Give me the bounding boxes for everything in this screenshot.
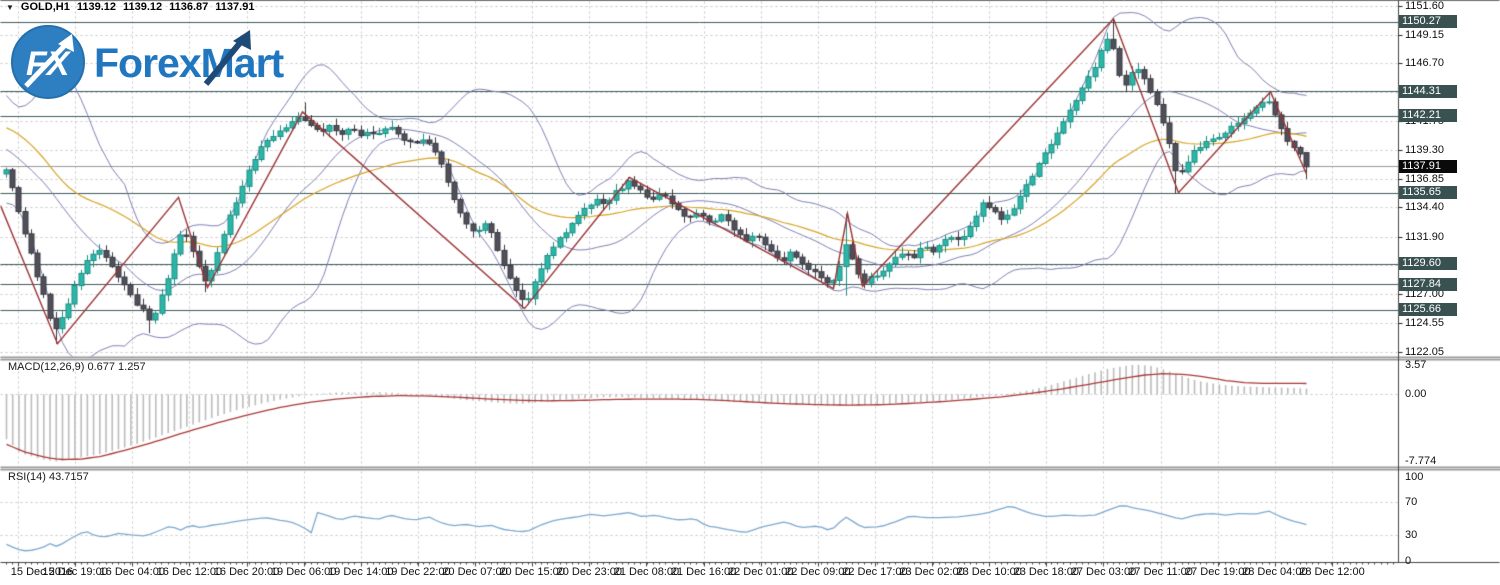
time-tick-label: 22 Dec 09:00 <box>785 566 851 578</box>
price-tick-label: 1136.85 <box>1405 172 1444 185</box>
price-level-badge: 1135.65 <box>1399 186 1457 200</box>
price-tick-label: 1134.40 <box>1405 201 1444 214</box>
rsi-chart-region[interactable] <box>0 470 1398 562</box>
time-tick-label: 20 Dec 23:00 <box>556 566 623 578</box>
macd-chart-region[interactable] <box>0 360 1398 466</box>
time-tick-label: 16 Dec 12:00 <box>156 566 223 578</box>
rsi-indicator-label: RSI(14) 43.7157 <box>8 471 89 483</box>
time-tick-label: 27 Dec 19:00 <box>1185 566 1251 578</box>
price-level-badge: 1129.60 <box>1399 257 1457 271</box>
ohlc-close: 1137.91 <box>215 1 255 13</box>
symbol-dropdown-icon[interactable]: ▼ <box>6 2 14 12</box>
time-tick-label: 16 Dec 04:00 <box>99 566 165 578</box>
time-tick-label: 28 Dec 04:00 <box>1242 566 1308 578</box>
time-tick-label: 15 Dec 19:00 <box>42 566 108 578</box>
time-tick-label: 15 Dec 2016 <box>10 566 74 578</box>
time-tick-label: 28 Dec 12:00 <box>1299 566 1365 578</box>
time-tick-label: 20 Dec 07:00 <box>442 566 508 578</box>
current-price-badge: 1137.91 <box>1399 159 1457 173</box>
price-level-badge: 1127.84 <box>1399 277 1457 291</box>
price-level-badge: 1142.21 <box>1399 109 1457 123</box>
macd-scale-bottom: -7.774 <box>1405 455 1437 467</box>
time-tick-label: 20 Dec 15:00 <box>499 566 565 578</box>
time-tick-label: 21 Dec 08:00 <box>613 566 680 578</box>
price-tick-label: 1124.55 <box>1405 316 1444 329</box>
time-tick-label: 22 Dec 01:00 <box>727 566 794 578</box>
time-tick-label: 16 Dec 20:00 <box>213 566 280 578</box>
price-tick-label: 1131.90 <box>1405 230 1444 243</box>
price-tick-label: 1146.70 <box>1405 57 1444 70</box>
macd-scale-top: 3.57 <box>1405 359 1427 371</box>
price-level-badge: 1144.31 <box>1399 84 1457 98</box>
brand-arrow-icon <box>203 30 251 86</box>
ohlc-low: 1136.87 <box>169 1 209 13</box>
symbol-timeframe-label: GOLD,H1 <box>20 1 70 13</box>
price-tick-label: 1139.30 <box>1405 144 1444 157</box>
rsi-scale-label: 70 <box>1405 496 1418 509</box>
time-tick-label: 23 Dec 02:00 <box>899 566 965 578</box>
time-tick-label: 19 Dec 22:00 <box>385 566 451 578</box>
price-tick-label: 1122.05 <box>1405 346 1444 358</box>
price-tick-label: 1151.60 <box>1405 0 1444 12</box>
time-tick-label: 22 Dec 17:00 <box>842 566 908 578</box>
time-tick-label: 21 Dec 16:00 <box>670 566 737 578</box>
time-tick-label: 19 Dec 14:00 <box>328 566 394 578</box>
time-tick-label: 19 Dec 06:00 <box>270 566 337 578</box>
price-level-badge: 1150.27 <box>1399 15 1457 29</box>
forexmart-logo: FX ForexMart <box>10 22 340 106</box>
chart-title-bar: ▼ GOLD,H1 1139.12 1139.12 1136.87 1137.9… <box>6 1 254 13</box>
logo-fx-text: FX <box>26 45 72 83</box>
time-tick-label: 27 Dec 11:00 <box>1128 566 1193 578</box>
macd-indicator-label: MACD(12,26,9) 0.677 1.257 <box>8 361 146 373</box>
logo-brand-text: ForexMart <box>94 40 285 86</box>
time-tick-label: 23 Dec 10:00 <box>956 566 1022 578</box>
rsi-scale-label: 100 <box>1405 471 1424 483</box>
ohlc-high: 1139.12 <box>122 1 163 13</box>
time-tick-label: 23 Dec 18:00 <box>1013 566 1080 578</box>
time-tick-label: 27 Dec 03:00 <box>1070 566 1137 578</box>
price-tick-label: 1127.00 <box>1405 288 1444 301</box>
macd-scale-zero: 0.00 <box>1405 387 1427 400</box>
rsi-scale-label: 30 <box>1405 529 1418 542</box>
logo-arrow-icon <box>24 34 74 88</box>
ohlc-open: 1139.12 <box>76 1 116 13</box>
price-tick-label: 1149.15 <box>1405 28 1444 41</box>
price-level-badge: 1125.66 <box>1399 303 1457 317</box>
rsi-scale-label: 0 <box>1405 554 1412 567</box>
